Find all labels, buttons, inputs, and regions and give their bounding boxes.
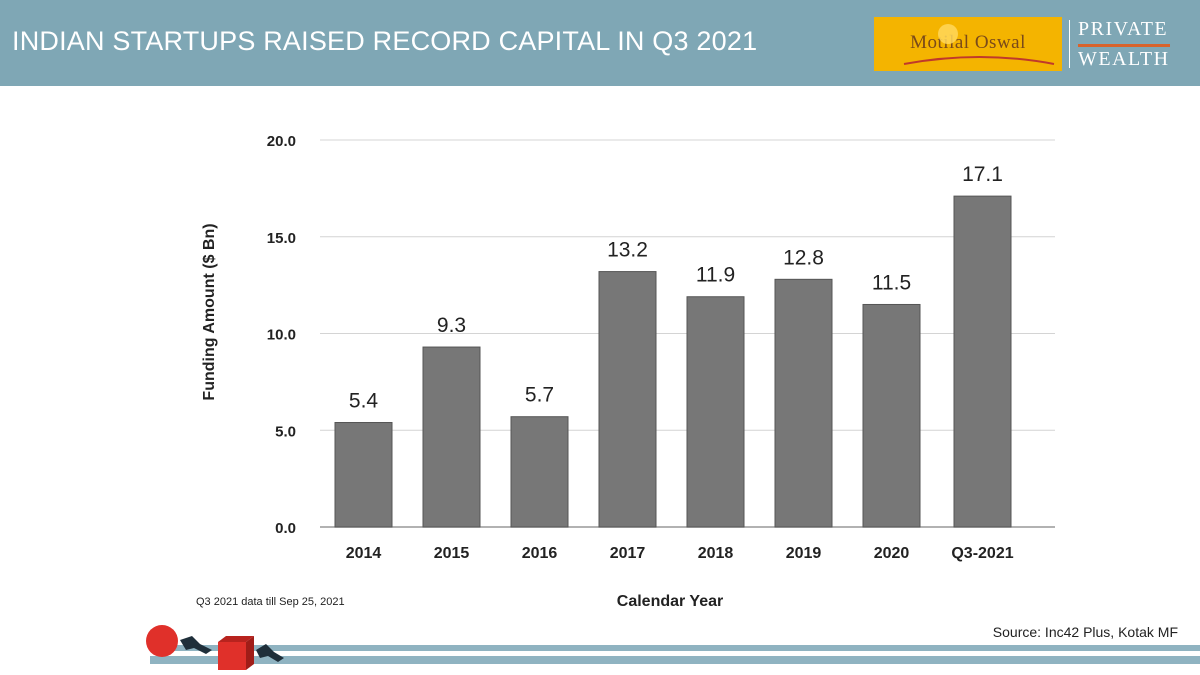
y-axis-label: Funding Amount ($ Bn) bbox=[201, 223, 218, 400]
logo-divider bbox=[1069, 20, 1070, 68]
private-wealth-rule bbox=[1078, 44, 1170, 47]
footer-decoration bbox=[146, 625, 1200, 670]
x-tick-label: 2017 bbox=[610, 545, 646, 562]
x-tick-label: Q3-2021 bbox=[951, 545, 1013, 562]
logo-swoosh-icon bbox=[903, 24, 1055, 65]
x-tick-label: 2014 bbox=[346, 545, 382, 562]
y-tick-label: 20.0 bbox=[267, 133, 296, 150]
private-wealth-line2: WEALTH bbox=[1078, 48, 1170, 70]
bar-2017 bbox=[598, 271, 657, 528]
runner-figure-icon bbox=[180, 636, 212, 654]
page-title: INDIAN STARTUPS RAISED RECORD CAPITAL IN… bbox=[12, 26, 758, 56]
red-ball-icon bbox=[146, 625, 178, 657]
data-label: 9.3 bbox=[437, 314, 466, 337]
bar-2019 bbox=[774, 278, 833, 528]
red-cube-icon bbox=[218, 642, 246, 670]
x-tick-label: 2015 bbox=[434, 545, 470, 562]
y-tick-label: 5.0 bbox=[275, 423, 296, 440]
bar-2018 bbox=[686, 296, 745, 528]
pusher-figure-icon bbox=[256, 644, 284, 662]
x-axis-label: Calendar Year bbox=[617, 593, 723, 610]
bar-2016 bbox=[510, 416, 569, 528]
footer-stripe-bottom bbox=[150, 656, 1200, 664]
data-label: 11.5 bbox=[872, 271, 911, 294]
private-wealth-line1: PRIVATE bbox=[1078, 18, 1169, 40]
data-label: 12.8 bbox=[783, 246, 824, 269]
y-tick-label: 10.0 bbox=[267, 327, 296, 344]
x-tick-label: 2019 bbox=[786, 545, 822, 562]
x-tick-label: 2018 bbox=[698, 545, 734, 562]
data-label: 11.9 bbox=[696, 264, 735, 287]
x-tick-label: 2016 bbox=[522, 545, 558, 562]
bar-2014 bbox=[334, 422, 393, 528]
footer-stripe-top bbox=[170, 645, 1200, 651]
source-note: Source: Inc42 Plus, Kotak MF bbox=[992, 624, 1178, 640]
data-label: 13.2 bbox=[607, 239, 648, 262]
data-label: 17.1 bbox=[962, 163, 1003, 186]
y-tick-label: 0.0 bbox=[275, 520, 296, 537]
bar-2015 bbox=[422, 346, 481, 528]
x-tick-label: 2020 bbox=[874, 545, 910, 562]
bar-2020 bbox=[862, 303, 921, 528]
motilal-oswal-logo: Motilal Oswal bbox=[874, 17, 1062, 71]
data-label: 5.4 bbox=[349, 390, 379, 413]
bar-Q3-2021 bbox=[953, 195, 1012, 528]
data-label: 5.7 bbox=[525, 384, 554, 407]
y-tick-label: 15.0 bbox=[267, 230, 296, 247]
footnote: Q3 2021 data till Sep 25, 2021 bbox=[196, 596, 345, 608]
